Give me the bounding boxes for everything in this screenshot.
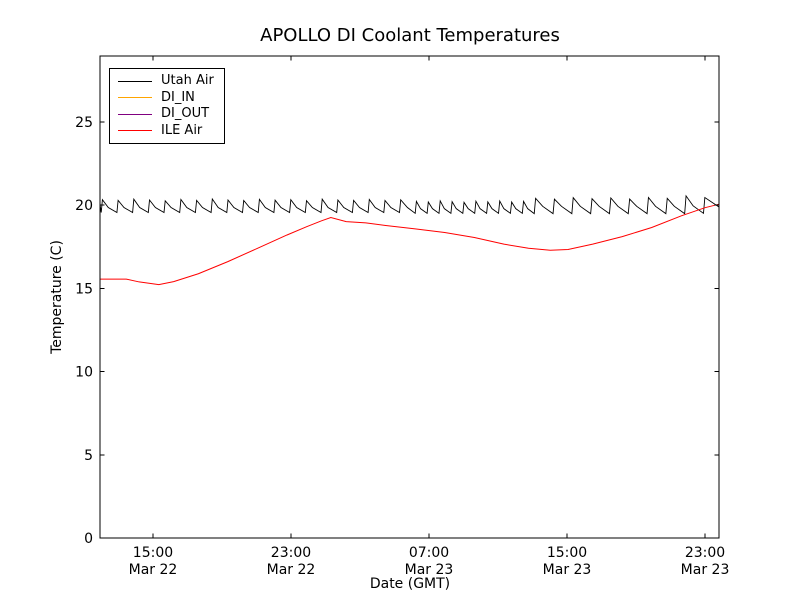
legend-line-di-in (118, 97, 152, 99)
y-tick-label: 0 (84, 531, 93, 547)
series-line-ile-air (100, 203, 720, 286)
legend-label-di-out: DI_OUT (161, 106, 210, 122)
x-tick-label-date: Mar 22 (129, 562, 178, 578)
x-axis-label: Date (GMT) (370, 576, 450, 592)
chart-title: APOLLO DI Coolant Temperatures (260, 25, 560, 46)
legend-line-ile-air (118, 130, 152, 132)
legend-label-ile-air: ILE Air (161, 122, 203, 138)
y-tick-label: 15 (75, 281, 93, 297)
x-tick-label-time: 15:00 (547, 545, 587, 561)
y-tick-label: 10 (75, 365, 93, 381)
y-axis-label: Temperature (C) (49, 240, 65, 355)
y-tick-label: 5 (84, 448, 93, 464)
legend-line-di-out (118, 113, 152, 115)
legend-line-utah-air (118, 80, 152, 82)
y-tick-label: 25 (75, 115, 93, 131)
x-tick-label-time: 23:00 (271, 545, 311, 561)
y-tick-label: 20 (75, 198, 93, 214)
legend-entry-di-in: DI_IN (118, 90, 214, 107)
series-line-utah-air (99, 194, 720, 215)
x-tick-label-date: Mar 22 (267, 562, 316, 578)
legend-entry-di-out: DI_OUT (118, 106, 214, 123)
series-lines (99, 194, 720, 539)
plot-frame (99, 55, 720, 539)
x-tick-label-date: Mar 23 (681, 562, 730, 578)
x-tick-label-date: Mar 23 (405, 562, 454, 578)
legend: Utah Air DI_IN DI_OUT ILE Air (109, 68, 225, 144)
y-axis-ticks: 0 5 10 15 20 25 (75, 115, 719, 547)
legend-entry-utah-air: Utah Air (118, 73, 214, 90)
x-tick-label-date: Mar 23 (543, 562, 592, 578)
legend-entry-ile-air: ILE Air (118, 123, 214, 140)
x-tick-label-time: 15:00 (133, 545, 173, 561)
x-tick-label-time: 07:00 (409, 545, 449, 561)
legend-label-di-in: DI_IN (161, 89, 195, 105)
legend-label-utah-air: Utah Air (161, 73, 214, 89)
x-tick-label-time: 23:00 (685, 545, 725, 561)
